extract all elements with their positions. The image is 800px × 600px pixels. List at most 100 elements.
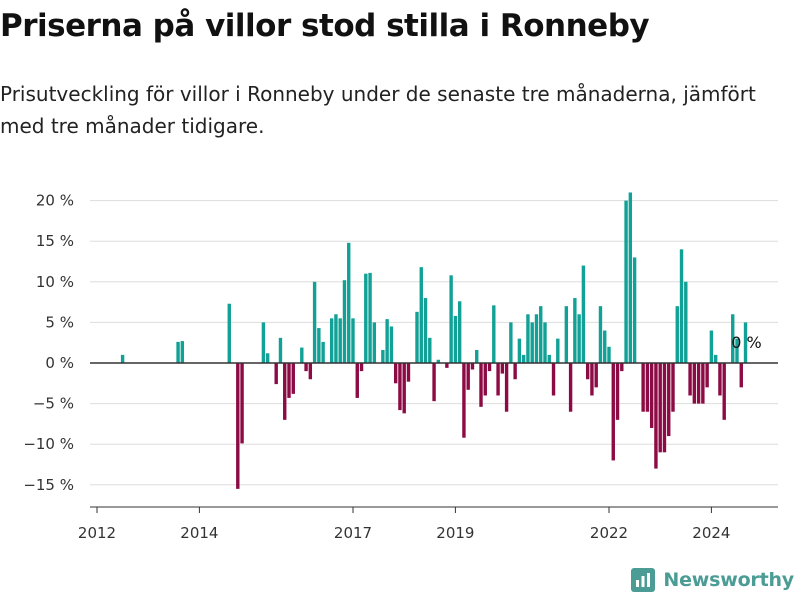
bar <box>317 328 321 363</box>
bar <box>445 363 449 368</box>
y-tick-label: −15 % <box>23 476 74 494</box>
bar <box>300 347 304 363</box>
bar <box>406 363 411 382</box>
bar <box>176 341 180 363</box>
bar <box>334 314 338 363</box>
bar <box>393 363 398 384</box>
bar <box>603 330 607 363</box>
bar <box>308 363 313 380</box>
y-tick-label: −10 % <box>23 435 74 453</box>
bar <box>692 363 697 404</box>
value-annotation: 0 % <box>731 333 761 352</box>
bar <box>709 330 714 363</box>
bar <box>620 363 624 372</box>
bar <box>658 363 662 453</box>
bar <box>428 337 432 363</box>
x-tick-label: 2024 <box>692 524 730 542</box>
bar <box>517 338 522 363</box>
bar <box>496 363 500 396</box>
bar <box>649 363 654 428</box>
bar <box>385 319 389 363</box>
bar <box>415 311 419 363</box>
y-tick-label: 10 % <box>36 273 74 291</box>
bar <box>389 326 394 363</box>
bar <box>551 363 556 396</box>
bar <box>564 306 569 363</box>
bar <box>398 363 402 411</box>
bar <box>526 314 530 363</box>
bar <box>483 363 487 396</box>
x-tick-label: 2012 <box>78 524 116 542</box>
bar <box>521 354 526 363</box>
bar <box>701 363 705 404</box>
bar <box>359 363 364 372</box>
bar <box>590 363 594 396</box>
bar <box>304 363 308 372</box>
bar <box>423 298 428 363</box>
bar <box>470 363 475 370</box>
bar <box>713 354 718 363</box>
bar <box>453 315 458 363</box>
bar <box>688 363 692 396</box>
bar <box>534 314 539 363</box>
bars <box>120 192 748 489</box>
bar <box>487 363 492 372</box>
bar <box>492 305 496 363</box>
bar <box>530 322 534 363</box>
bar <box>432 363 436 402</box>
axes <box>90 362 778 513</box>
bar <box>667 363 671 437</box>
gridlines <box>90 200 778 486</box>
bar <box>731 314 735 363</box>
bar <box>368 272 372 363</box>
bar <box>274 363 278 385</box>
bar <box>739 363 743 388</box>
bar <box>436 359 441 363</box>
bar <box>287 363 291 398</box>
bar <box>539 306 543 363</box>
bar <box>462 363 466 438</box>
bar <box>329 318 334 363</box>
bar <box>598 306 603 363</box>
bar <box>662 363 667 453</box>
bar <box>641 363 645 412</box>
bar <box>466 363 470 390</box>
bar <box>607 346 611 363</box>
bar <box>227 303 231 363</box>
bar <box>675 306 679 363</box>
bar <box>684 281 688 363</box>
bar <box>278 337 283 363</box>
newsworthy-logo-icon <box>631 568 656 592</box>
bar <box>577 314 581 363</box>
bar <box>500 363 505 374</box>
x-tick-label: 2014 <box>180 524 218 542</box>
brand[interactable]: Newsworthy <box>631 568 794 592</box>
bar <box>632 257 637 363</box>
bar <box>718 363 722 396</box>
x-tick-label: 2019 <box>436 524 474 542</box>
bar <box>543 322 547 363</box>
bar <box>722 363 726 420</box>
bar <box>364 273 368 363</box>
y-tick-label: −5 % <box>33 395 74 413</box>
bar <box>236 363 240 489</box>
x-tick-label: 2022 <box>590 524 628 542</box>
bar <box>351 318 355 363</box>
bar <box>321 341 325 363</box>
bar <box>372 322 377 363</box>
bar <box>594 363 598 388</box>
bar <box>568 363 573 412</box>
bar <box>261 322 266 363</box>
y-tick-label: 20 % <box>36 192 74 210</box>
bar <box>743 322 748 363</box>
bar <box>475 350 479 363</box>
bar <box>585 363 590 380</box>
y-tick-label: 15 % <box>36 232 74 250</box>
bar <box>355 363 359 398</box>
bar <box>312 281 317 363</box>
bar <box>265 353 270 363</box>
y-tick-label: 0 % <box>45 354 74 372</box>
bar <box>735 338 739 363</box>
bar <box>556 338 560 363</box>
